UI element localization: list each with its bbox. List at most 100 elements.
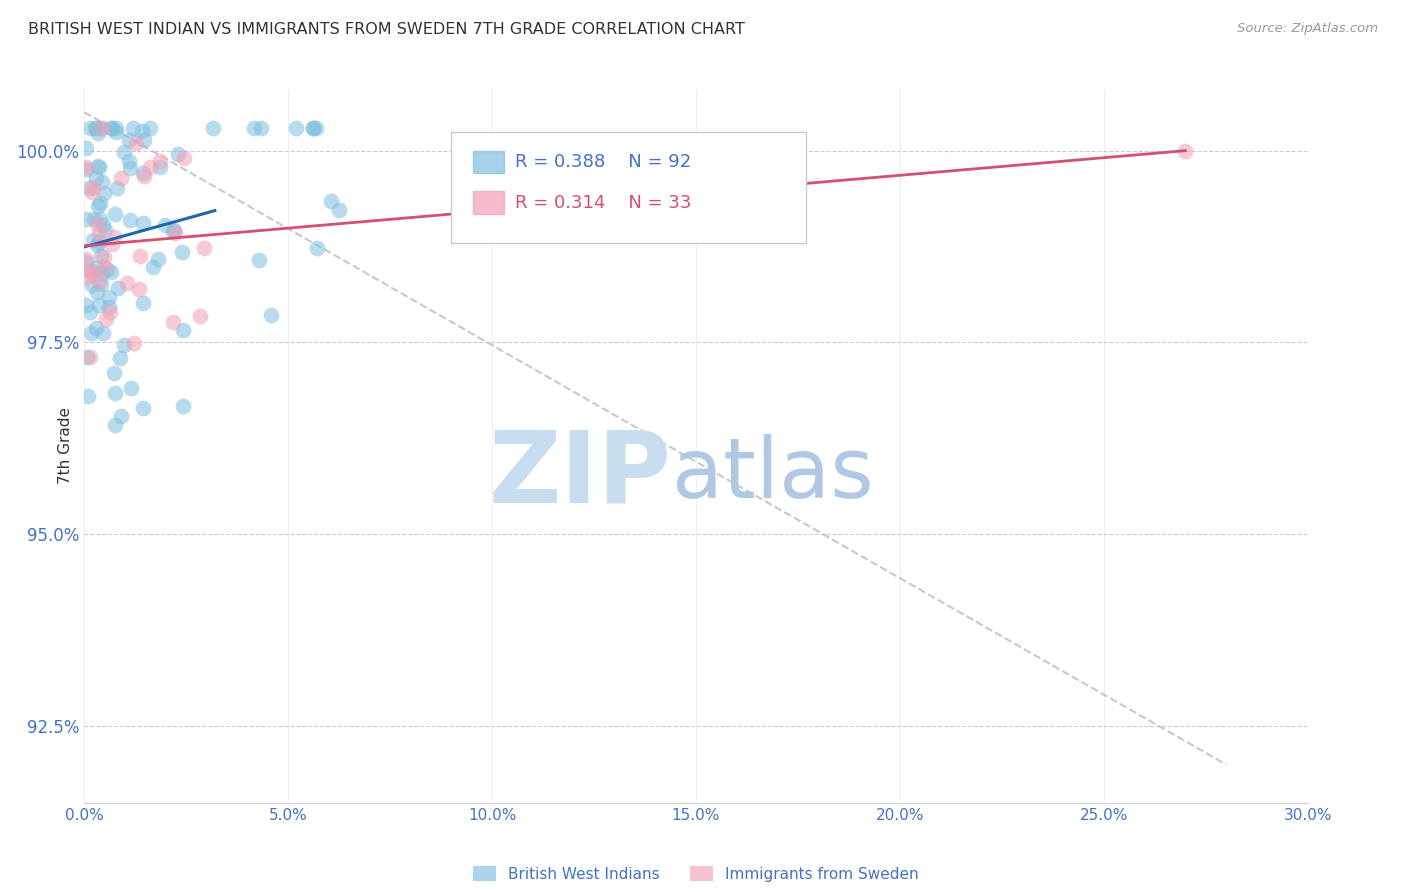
Point [75, 161, 97, 176]
Point [101, 236, 124, 251]
Point [98, 290, 121, 304]
Point [104, 120, 127, 135]
Point [134, 169, 156, 184]
Point [100, 120, 122, 135]
Point [86, 285, 108, 300]
Point [170, 245, 193, 260]
Point [103, 366, 125, 380]
Point [103, 230, 125, 244]
Point [132, 296, 155, 310]
Point [1174, 144, 1197, 158]
Point [90, 277, 112, 292]
Point [173, 151, 195, 165]
Point [172, 399, 194, 413]
Point [112, 337, 135, 351]
Point [87, 159, 110, 173]
Point [76, 389, 98, 403]
Point [91, 266, 114, 280]
Point [149, 160, 172, 174]
Point [193, 241, 215, 255]
Point [104, 418, 127, 433]
Point [83, 211, 105, 226]
Point [149, 153, 172, 168]
Point [166, 147, 188, 161]
Point [165, 226, 187, 240]
Point [90, 120, 112, 135]
Point [80, 267, 103, 281]
Point [86, 218, 108, 232]
Point [79, 305, 101, 319]
Point [128, 249, 150, 263]
Point [110, 409, 132, 424]
Point [84, 120, 107, 135]
Point [122, 336, 145, 351]
Point [84, 321, 107, 335]
Point [82, 278, 104, 293]
Point [104, 207, 127, 221]
Point [79, 350, 101, 364]
Point [107, 181, 129, 195]
Point [93, 250, 115, 264]
Point [82, 179, 104, 194]
Point [131, 401, 153, 415]
Point [117, 277, 139, 291]
Point [250, 120, 273, 135]
Point [120, 381, 142, 395]
FancyBboxPatch shape [474, 151, 503, 173]
Legend: British West Indians, Immigrants from Sweden: British West Indians, Immigrants from Sw… [467, 860, 925, 888]
Point [118, 212, 141, 227]
Point [110, 171, 132, 186]
Point [131, 124, 153, 138]
Point [163, 223, 186, 237]
Point [146, 252, 169, 266]
Point [75, 141, 97, 155]
Point [155, 219, 177, 233]
Point [118, 133, 141, 147]
Point [96, 261, 118, 276]
Point [90, 120, 112, 135]
Point [98, 301, 121, 315]
Point [87, 126, 110, 140]
Point [93, 260, 115, 274]
Point [107, 281, 129, 295]
Y-axis label: 7th Grade: 7th Grade [58, 408, 73, 484]
Point [89, 196, 111, 211]
Point [75, 255, 97, 269]
Point [100, 265, 122, 279]
Point [247, 253, 270, 268]
Point [305, 241, 328, 255]
Point [172, 323, 194, 337]
Point [302, 120, 325, 135]
Point [285, 120, 308, 135]
Point [82, 185, 104, 199]
Point [243, 120, 266, 135]
Point [104, 125, 127, 139]
Point [94, 223, 117, 237]
Point [91, 175, 114, 189]
Point [162, 315, 184, 329]
Point [108, 351, 131, 366]
Point [305, 120, 328, 135]
FancyBboxPatch shape [451, 132, 806, 243]
Point [121, 120, 143, 135]
Point [301, 120, 323, 135]
Point [202, 120, 225, 135]
Point [87, 298, 110, 312]
Point [188, 310, 211, 324]
Text: atlas: atlas [672, 434, 873, 515]
Point [96, 311, 118, 326]
Point [328, 202, 350, 217]
Point [80, 326, 103, 340]
Point [90, 249, 112, 263]
Point [89, 211, 111, 226]
Point [134, 132, 156, 146]
Point [76, 351, 98, 365]
Point [319, 194, 342, 209]
Point [91, 326, 114, 340]
Point [86, 237, 108, 252]
Point [132, 166, 155, 180]
Text: R = 0.314    N = 33: R = 0.314 N = 33 [515, 194, 692, 212]
Point [138, 160, 160, 174]
Text: R = 0.388    N = 92: R = 0.388 N = 92 [515, 153, 692, 171]
Point [80, 264, 103, 278]
